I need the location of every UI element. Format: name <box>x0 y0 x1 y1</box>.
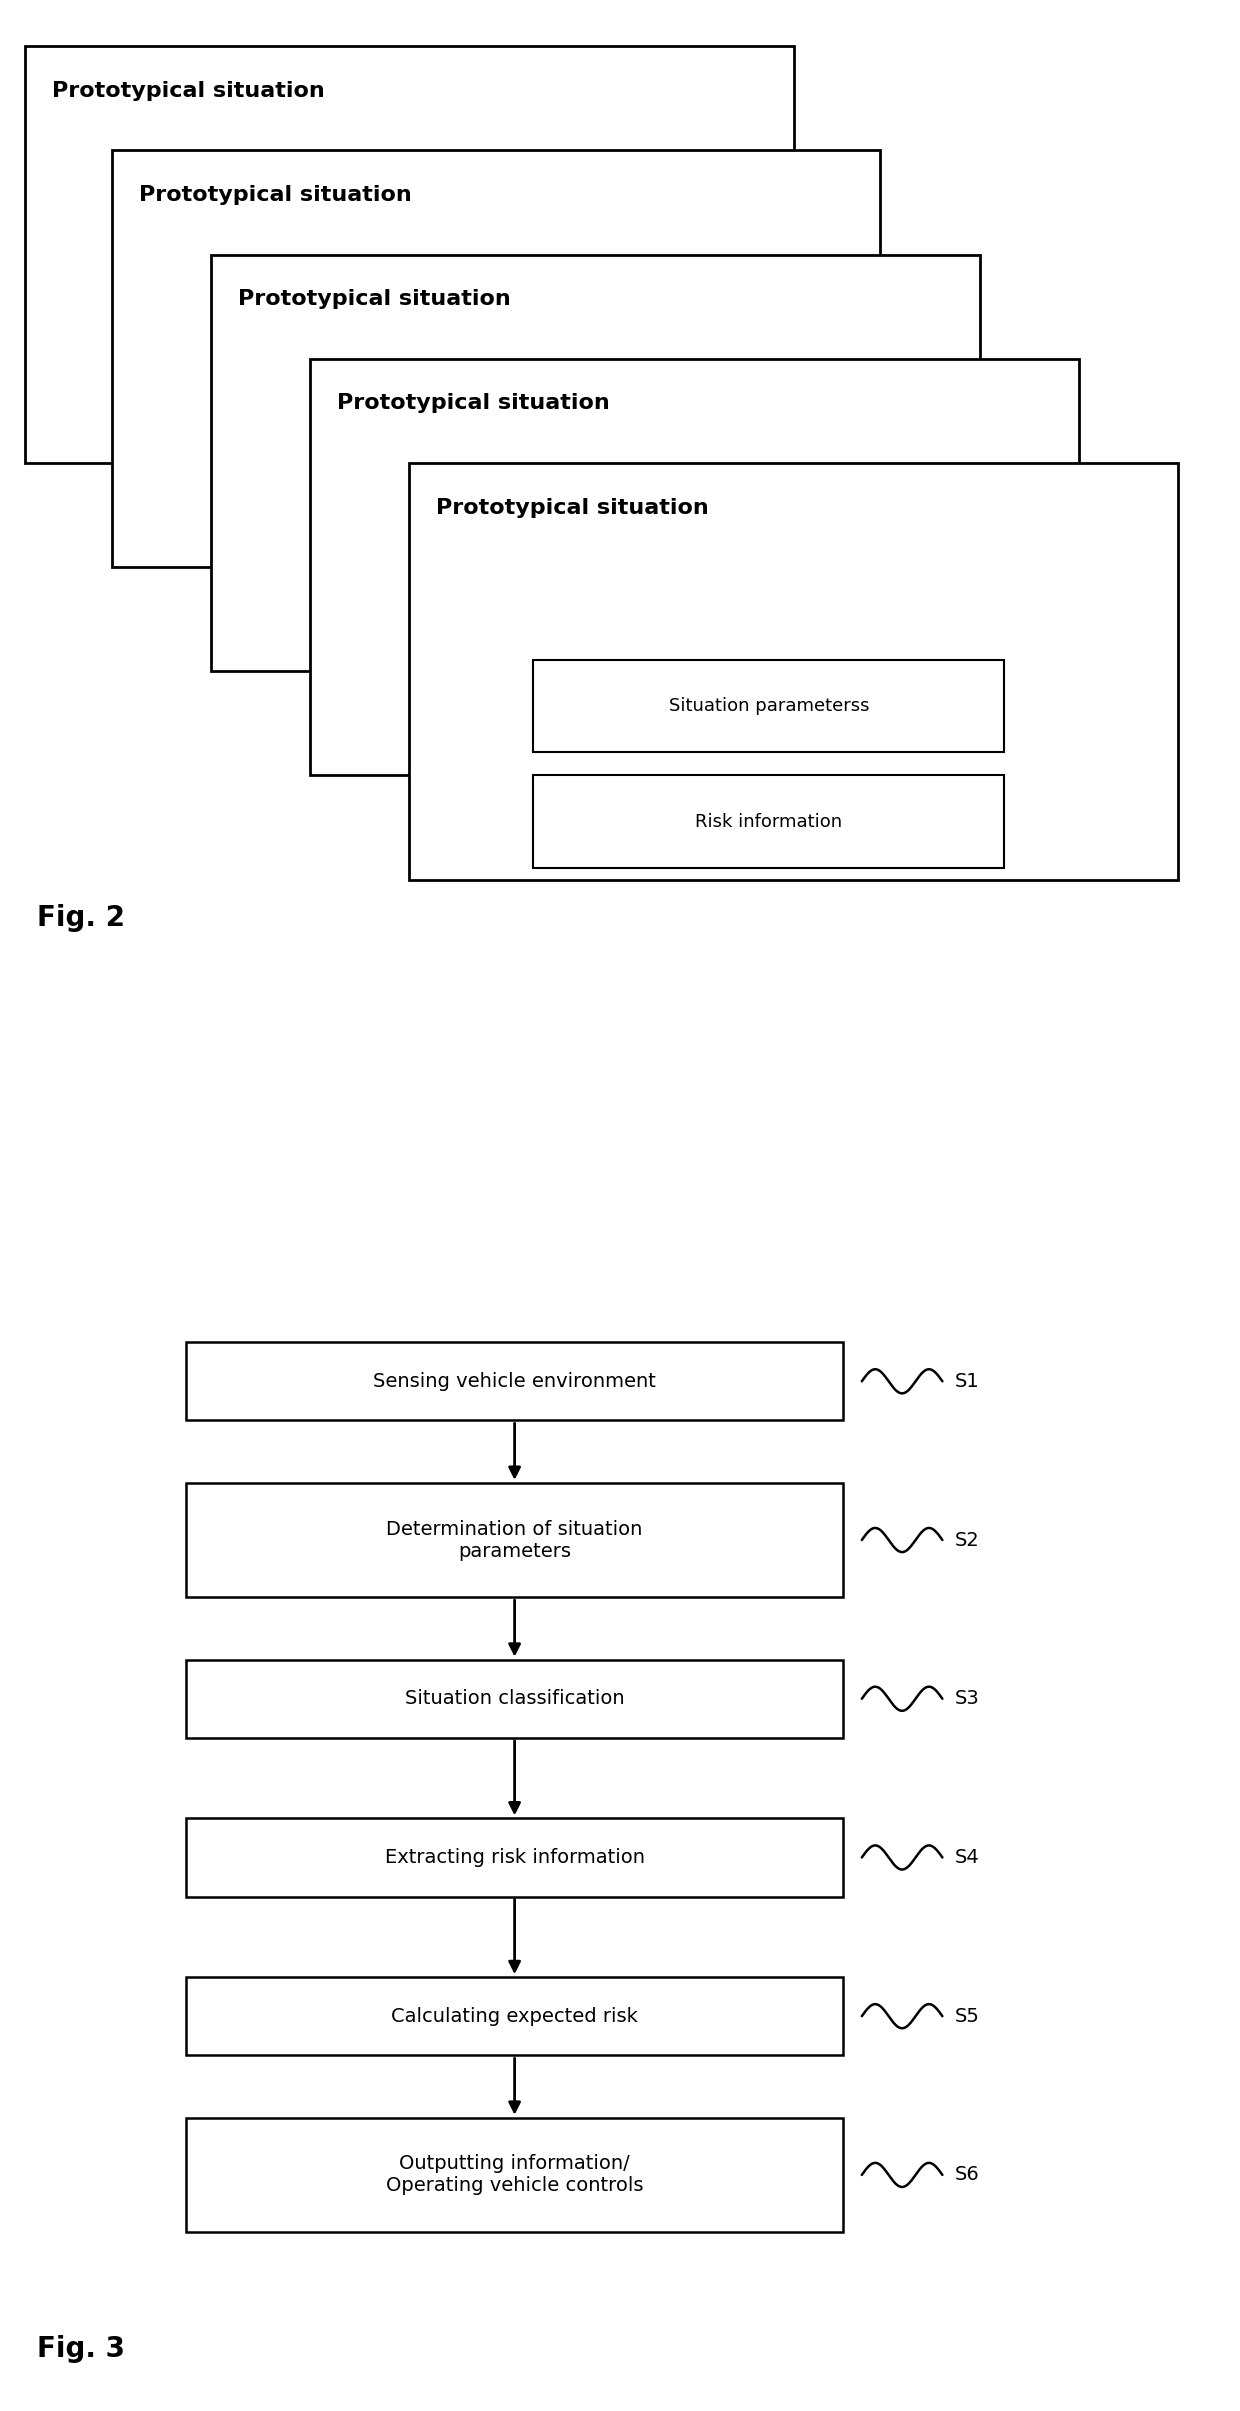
FancyBboxPatch shape <box>186 1977 843 2054</box>
Text: Situation parameterss: Situation parameterss <box>668 697 869 716</box>
Text: S1: S1 <box>955 1372 980 1391</box>
FancyBboxPatch shape <box>211 256 980 670</box>
Text: Risk information: Risk information <box>696 813 842 832</box>
Text: Sensing vehicle environment: Sensing vehicle environment <box>373 1372 656 1391</box>
Text: Fig. 2: Fig. 2 <box>37 904 125 931</box>
Text: S3: S3 <box>955 1690 980 1709</box>
Text: S2: S2 <box>955 1531 980 1550</box>
FancyBboxPatch shape <box>186 1659 843 1738</box>
Text: S6: S6 <box>955 2165 980 2184</box>
Text: Fig. 3: Fig. 3 <box>37 2334 125 2363</box>
FancyBboxPatch shape <box>310 359 1079 776</box>
FancyBboxPatch shape <box>409 463 1178 880</box>
FancyBboxPatch shape <box>186 1483 843 1596</box>
FancyBboxPatch shape <box>186 1343 843 1420</box>
FancyBboxPatch shape <box>533 776 1004 868</box>
Text: Prototypical situation: Prototypical situation <box>238 289 511 309</box>
Text: Prototypical situation: Prototypical situation <box>436 497 709 518</box>
Text: Outputting information/
Operating vehicle controls: Outputting information/ Operating vehicl… <box>386 2155 644 2196</box>
Text: Determination of situation
parameters: Determination of situation parameters <box>387 1519 642 1560</box>
FancyBboxPatch shape <box>25 46 794 463</box>
FancyBboxPatch shape <box>186 1818 843 1897</box>
FancyBboxPatch shape <box>112 149 880 567</box>
Text: Situation classification: Situation classification <box>404 1690 625 1709</box>
Text: S5: S5 <box>955 2006 980 2025</box>
FancyBboxPatch shape <box>533 661 1004 752</box>
Text: S4: S4 <box>955 1847 980 1866</box>
FancyBboxPatch shape <box>186 2117 843 2233</box>
Text: Prototypical situation: Prototypical situation <box>337 393 610 412</box>
Text: Prototypical situation: Prototypical situation <box>52 82 325 101</box>
Text: Prototypical situation: Prototypical situation <box>139 186 412 205</box>
Text: Extracting risk information: Extracting risk information <box>384 1847 645 1866</box>
Text: Calculating expected risk: Calculating expected risk <box>391 2006 639 2025</box>
